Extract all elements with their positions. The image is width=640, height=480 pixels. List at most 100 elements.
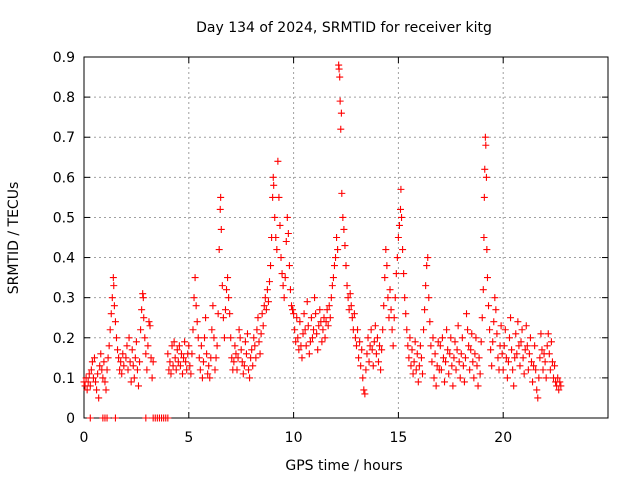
data-point <box>408 346 416 354</box>
data-point <box>228 354 236 362</box>
data-point <box>400 270 408 278</box>
data-point <box>488 362 496 370</box>
data-point <box>88 358 96 366</box>
data-point <box>461 354 469 362</box>
data-point <box>316 306 324 314</box>
data-point <box>509 366 517 374</box>
data-point <box>529 378 537 386</box>
data-point <box>296 318 304 326</box>
data-point <box>519 354 527 362</box>
data-point <box>250 334 258 342</box>
data-point <box>95 394 103 402</box>
data-point <box>345 306 353 314</box>
data-point <box>300 310 308 318</box>
data-point <box>322 318 330 326</box>
data-point <box>387 306 395 314</box>
data-point <box>397 185 405 193</box>
data-point <box>231 342 239 350</box>
y-axis-label: SRMTID / TECUs <box>6 182 22 295</box>
data-point <box>134 382 142 390</box>
data-points <box>80 61 565 422</box>
data-point <box>116 366 124 374</box>
data-point <box>341 242 349 250</box>
data-point <box>476 370 484 378</box>
data-point <box>187 370 195 378</box>
data-point <box>230 358 238 366</box>
data-point <box>319 326 327 334</box>
data-point <box>456 374 464 382</box>
data-point <box>504 358 512 366</box>
data-point <box>115 354 123 362</box>
data-point <box>194 334 202 342</box>
data-point <box>94 370 102 378</box>
data-point <box>526 334 534 342</box>
data-point <box>110 302 118 310</box>
data-point <box>169 362 177 370</box>
data-point <box>500 342 508 350</box>
gridlines <box>84 57 608 418</box>
data-point <box>535 374 543 382</box>
data-point <box>479 286 487 294</box>
data-point <box>483 274 491 282</box>
data-point <box>355 354 363 362</box>
data-point <box>181 338 189 346</box>
data-point <box>386 286 394 294</box>
data-point <box>392 270 400 278</box>
data-point <box>446 350 454 358</box>
data-point <box>219 314 227 322</box>
data-point <box>358 346 366 354</box>
data-point <box>290 310 298 318</box>
data-point <box>480 193 488 201</box>
data-point <box>281 274 289 282</box>
data-point <box>327 294 335 302</box>
data-point <box>286 286 294 294</box>
data-point <box>330 262 338 270</box>
data-point <box>486 326 494 334</box>
data-point <box>83 386 91 394</box>
data-point <box>242 350 250 358</box>
data-point <box>92 378 100 386</box>
data-point <box>430 374 438 382</box>
data-point <box>310 326 318 334</box>
data-point <box>438 334 446 342</box>
data-point <box>142 350 150 358</box>
data-point <box>485 302 493 310</box>
data-point <box>192 302 200 310</box>
data-point <box>551 362 559 370</box>
data-point <box>354 326 362 334</box>
data-point <box>433 362 441 370</box>
data-point <box>306 338 314 346</box>
data-point <box>241 338 249 346</box>
data-point <box>114 346 122 354</box>
data-point <box>470 374 478 382</box>
data-point <box>394 234 402 241</box>
data-point <box>391 294 399 302</box>
data-point <box>146 322 154 330</box>
data-point <box>210 334 218 342</box>
y-tick-label: 0.9 <box>53 50 75 66</box>
x-tick-label: 15 <box>389 430 407 446</box>
data-point <box>305 350 313 358</box>
data-point <box>481 165 489 173</box>
data-point <box>124 366 132 374</box>
data-point <box>147 354 155 362</box>
data-point <box>205 362 213 370</box>
chart-title: Day 134 of 2024, SRMTID for receiver kit… <box>196 20 492 36</box>
data-point <box>459 362 467 370</box>
data-point <box>505 334 513 342</box>
data-point <box>492 306 500 314</box>
data-point <box>384 294 392 302</box>
data-point <box>246 374 254 382</box>
data-point <box>234 354 242 362</box>
data-point <box>238 358 246 366</box>
data-point <box>447 334 455 342</box>
data-point <box>125 334 133 342</box>
data-point <box>514 318 522 326</box>
data-point <box>427 342 435 350</box>
data-point <box>521 346 529 354</box>
data-point <box>274 157 282 165</box>
data-point <box>472 334 480 342</box>
data-point <box>256 350 264 358</box>
data-point <box>425 294 433 302</box>
data-point <box>120 362 128 370</box>
